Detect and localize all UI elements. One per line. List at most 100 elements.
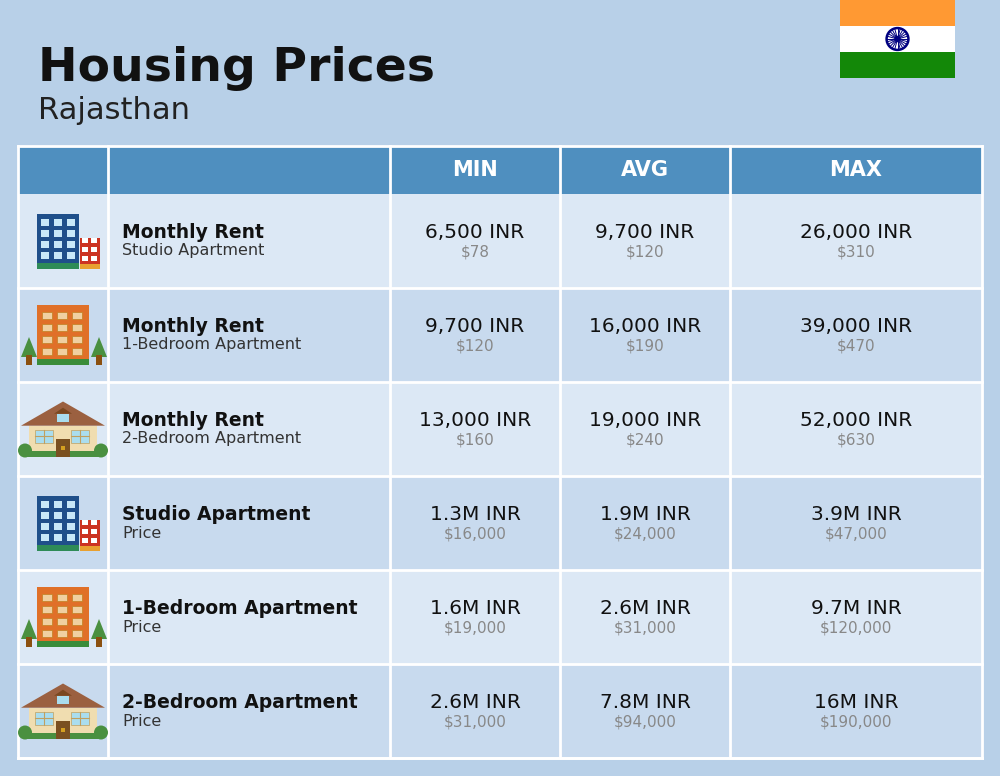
FancyBboxPatch shape [91, 255, 97, 261]
FancyBboxPatch shape [82, 528, 88, 534]
FancyBboxPatch shape [41, 534, 49, 541]
Circle shape [895, 36, 900, 41]
Text: 2-Bedroom Apartment: 2-Bedroom Apartment [122, 692, 358, 712]
FancyBboxPatch shape [26, 637, 32, 647]
FancyBboxPatch shape [91, 247, 97, 251]
FancyBboxPatch shape [54, 241, 62, 248]
FancyBboxPatch shape [37, 641, 89, 647]
Text: 2.6M INR: 2.6M INR [600, 598, 690, 618]
FancyBboxPatch shape [24, 733, 102, 739]
FancyBboxPatch shape [41, 522, 49, 529]
FancyBboxPatch shape [67, 501, 75, 508]
FancyBboxPatch shape [72, 618, 82, 625]
Text: 39,000 INR: 39,000 INR [800, 317, 912, 335]
FancyBboxPatch shape [41, 251, 49, 258]
Text: 26,000 INR: 26,000 INR [800, 223, 912, 241]
FancyBboxPatch shape [57, 696, 69, 704]
FancyBboxPatch shape [54, 511, 62, 518]
Text: 7.8M INR: 7.8M INR [600, 692, 690, 712]
FancyBboxPatch shape [41, 230, 49, 237]
FancyBboxPatch shape [18, 476, 982, 570]
FancyBboxPatch shape [72, 606, 82, 613]
FancyBboxPatch shape [80, 264, 100, 268]
Text: $120: $120 [626, 244, 664, 259]
Text: 2-Bedroom Apartment: 2-Bedroom Apartment [122, 431, 301, 446]
FancyBboxPatch shape [42, 594, 52, 601]
Text: $310: $310 [837, 244, 875, 259]
FancyBboxPatch shape [57, 324, 67, 331]
FancyBboxPatch shape [54, 251, 62, 258]
FancyBboxPatch shape [42, 618, 52, 625]
Polygon shape [91, 337, 107, 357]
Text: $190: $190 [626, 338, 664, 354]
Text: 9,700 INR: 9,700 INR [425, 317, 525, 335]
FancyBboxPatch shape [37, 496, 79, 550]
FancyBboxPatch shape [42, 324, 52, 331]
FancyBboxPatch shape [82, 519, 88, 525]
FancyBboxPatch shape [840, 26, 955, 52]
FancyBboxPatch shape [18, 382, 982, 476]
Text: Monthly Rent: Monthly Rent [122, 317, 264, 335]
FancyBboxPatch shape [57, 594, 67, 601]
FancyBboxPatch shape [82, 237, 88, 242]
Text: 1-Bedroom Apartment: 1-Bedroom Apartment [122, 598, 358, 618]
Text: $94,000: $94,000 [614, 715, 676, 729]
FancyBboxPatch shape [72, 312, 82, 319]
Text: Rajasthan: Rajasthan [38, 96, 190, 125]
Text: $630: $630 [837, 432, 875, 448]
FancyBboxPatch shape [42, 606, 52, 613]
FancyBboxPatch shape [54, 522, 62, 529]
FancyBboxPatch shape [57, 336, 67, 343]
Text: $120,000: $120,000 [820, 621, 892, 636]
Text: $19,000: $19,000 [444, 621, 506, 636]
FancyBboxPatch shape [67, 219, 75, 226]
Text: 9.7M INR: 9.7M INR [811, 598, 901, 618]
FancyBboxPatch shape [91, 237, 97, 242]
Text: AVG: AVG [621, 160, 669, 180]
Text: $31,000: $31,000 [444, 715, 506, 729]
Text: Studio Apartment: Studio Apartment [122, 504, 310, 524]
FancyBboxPatch shape [54, 414, 72, 424]
Polygon shape [21, 619, 37, 639]
FancyBboxPatch shape [41, 219, 49, 226]
FancyBboxPatch shape [72, 594, 82, 601]
FancyBboxPatch shape [61, 728, 65, 732]
FancyBboxPatch shape [41, 241, 49, 248]
FancyBboxPatch shape [37, 545, 79, 550]
FancyBboxPatch shape [96, 355, 102, 365]
FancyBboxPatch shape [57, 630, 67, 637]
FancyBboxPatch shape [54, 534, 62, 541]
FancyBboxPatch shape [18, 288, 982, 382]
FancyBboxPatch shape [840, 52, 955, 78]
Text: 9,700 INR: 9,700 INR [595, 223, 695, 241]
FancyBboxPatch shape [840, 0, 955, 26]
Text: 52,000 INR: 52,000 INR [800, 411, 912, 429]
FancyBboxPatch shape [37, 262, 79, 268]
FancyBboxPatch shape [67, 511, 75, 518]
Text: $47,000: $47,000 [825, 526, 887, 542]
Text: $160: $160 [456, 432, 494, 448]
FancyBboxPatch shape [42, 336, 52, 343]
Circle shape [94, 726, 108, 740]
FancyBboxPatch shape [41, 511, 49, 518]
FancyBboxPatch shape [42, 312, 52, 319]
FancyBboxPatch shape [37, 213, 79, 268]
Circle shape [18, 726, 32, 740]
Text: $31,000: $31,000 [614, 621, 676, 636]
FancyBboxPatch shape [54, 501, 62, 508]
Text: Price: Price [122, 713, 161, 729]
Text: $16,000: $16,000 [444, 526, 506, 542]
FancyBboxPatch shape [18, 146, 982, 194]
Text: Price: Price [122, 525, 161, 541]
FancyBboxPatch shape [56, 438, 70, 456]
Text: Housing Prices: Housing Prices [38, 46, 435, 91]
Text: Monthly Rent: Monthly Rent [122, 411, 264, 429]
FancyBboxPatch shape [54, 230, 62, 237]
FancyBboxPatch shape [57, 606, 67, 613]
FancyBboxPatch shape [37, 587, 89, 647]
Text: MAX: MAX [830, 160, 883, 180]
Text: 16M INR: 16M INR [814, 692, 898, 712]
Text: 16,000 INR: 16,000 INR [589, 317, 701, 335]
Text: 3.9M INR: 3.9M INR [811, 504, 901, 524]
Text: $78: $78 [460, 244, 490, 259]
